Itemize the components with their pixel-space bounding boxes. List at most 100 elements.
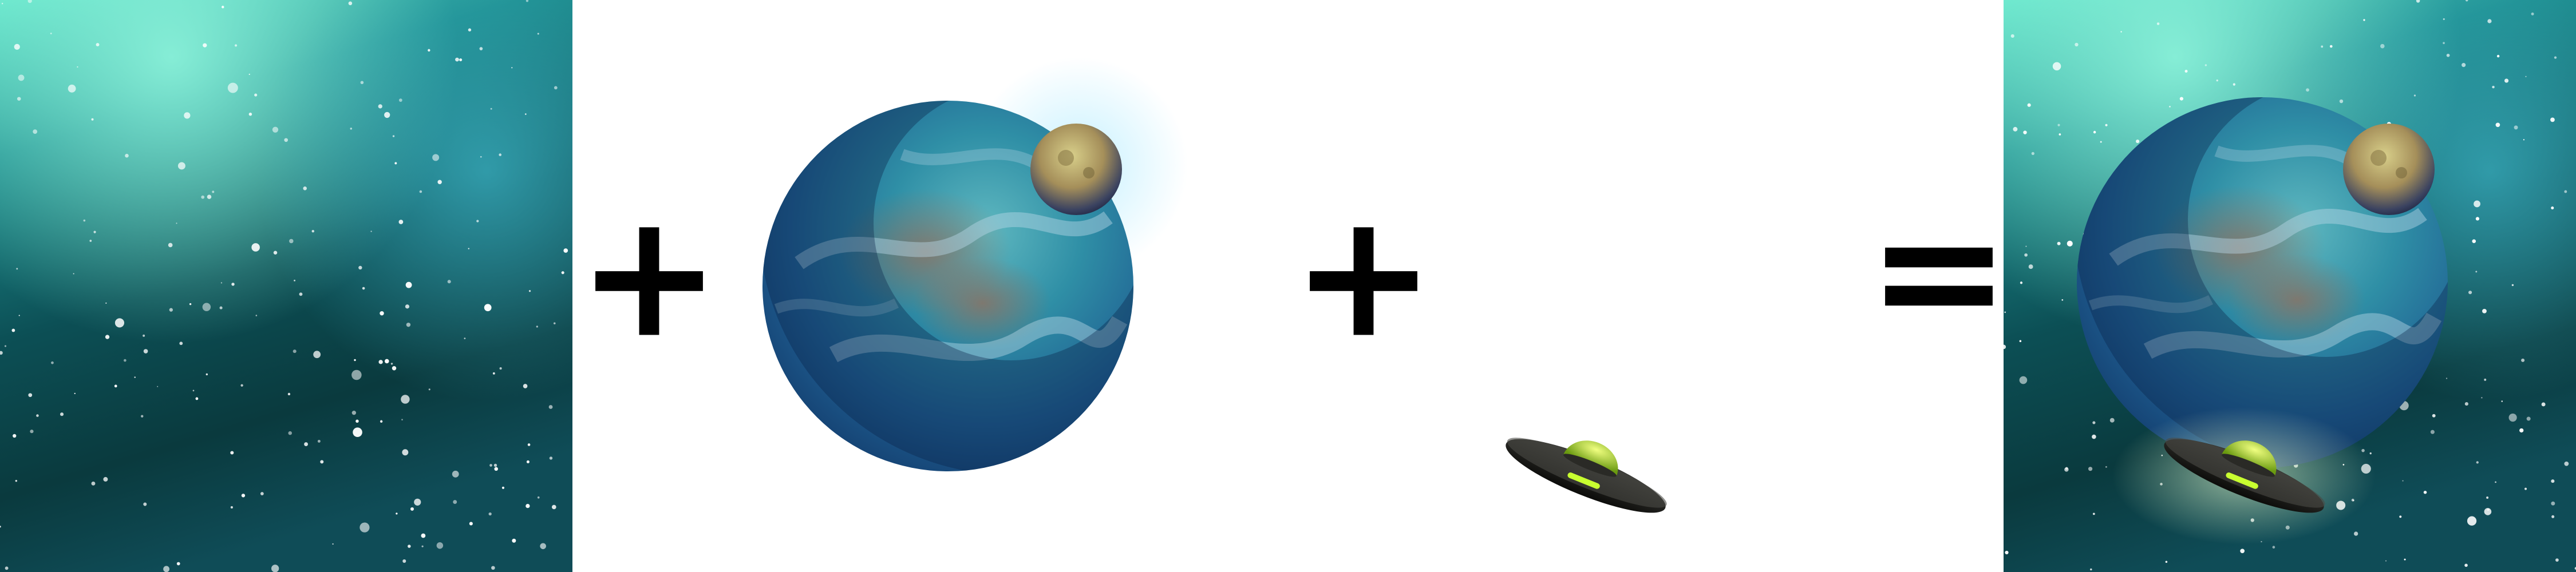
star	[2031, 152, 2034, 155]
star	[2495, 481, 2496, 483]
star	[2501, 400, 2503, 402]
star	[2468, 291, 2472, 295]
star	[206, 373, 208, 376]
star	[89, 240, 92, 242]
star	[2564, 190, 2567, 193]
star	[360, 81, 364, 85]
star	[2025, 245, 2027, 247]
star	[512, 538, 516, 543]
star	[2399, 515, 2402, 518]
star	[2443, 18, 2445, 20]
star	[2090, 568, 2092, 571]
star	[2550, 117, 2555, 122]
star	[50, 33, 52, 34]
star	[271, 565, 279, 572]
star	[2092, 434, 2096, 439]
star	[2402, 480, 2404, 482]
star	[2464, 402, 2468, 406]
star	[293, 349, 297, 353]
star	[2329, 45, 2333, 48]
star	[2481, 397, 2483, 399]
star	[2057, 124, 2060, 126]
star	[2551, 501, 2555, 506]
star	[2413, 94, 2416, 97]
star	[452, 470, 459, 478]
star	[189, 303, 192, 305]
star	[192, 390, 195, 392]
star	[168, 243, 173, 248]
star	[2092, 513, 2095, 515]
star	[526, 0, 529, 2]
star	[2484, 508, 2492, 515]
star	[362, 287, 365, 290]
star	[2010, 34, 2014, 38]
star	[289, 239, 294, 244]
star	[2472, 239, 2476, 244]
star	[561, 271, 564, 275]
star	[2551, 515, 2555, 518]
star	[488, 512, 492, 516]
star	[350, 128, 353, 130]
star	[2519, 428, 2524, 433]
result-composite	[2001, 0, 2576, 572]
star	[479, 47, 483, 50]
star	[220, 282, 223, 284]
star	[2475, 217, 2480, 221]
star	[230, 451, 234, 455]
star	[378, 104, 382, 109]
star	[2504, 78, 2509, 83]
star	[254, 93, 258, 97]
plus-sign: +	[1291, 176, 1435, 376]
star	[2492, 85, 2495, 89]
star	[405, 304, 410, 309]
star	[287, 392, 291, 396]
star	[540, 543, 546, 550]
star	[294, 279, 296, 281]
star	[2059, 133, 2061, 136]
star	[248, 112, 252, 116]
star	[380, 420, 383, 423]
star	[18, 315, 20, 316]
star	[16, 268, 18, 270]
star	[2369, 452, 2372, 455]
star	[93, 231, 96, 233]
star	[527, 443, 531, 446]
ufo-layer	[1499, 411, 1679, 526]
star	[96, 43, 100, 47]
star	[2554, 56, 2557, 59]
star	[2136, 140, 2140, 144]
star	[2474, 200, 2480, 208]
star	[421, 533, 426, 538]
star	[13, 434, 17, 438]
star	[91, 118, 94, 121]
star	[2109, 418, 2115, 423]
star	[202, 303, 211, 312]
star	[410, 507, 414, 511]
star	[358, 265, 362, 270]
star	[484, 304, 492, 312]
star	[2306, 88, 2309, 92]
star	[384, 359, 389, 364]
star	[501, 486, 505, 489]
star	[207, 194, 212, 199]
star	[2523, 139, 2525, 141]
star	[177, 162, 185, 170]
star	[2353, 531, 2358, 536]
star	[2156, 22, 2160, 25]
star	[537, 496, 540, 499]
star	[141, 415, 144, 418]
star	[105, 302, 107, 304]
star	[402, 449, 409, 456]
star	[18, 74, 25, 81]
star	[476, 220, 479, 223]
star	[143, 502, 147, 506]
star	[494, 467, 498, 471]
star	[392, 135, 395, 137]
space-background	[0, 0, 572, 572]
star	[428, 388, 430, 391]
star	[74, 392, 76, 394]
star	[2508, 413, 2517, 422]
star	[303, 186, 307, 190]
star	[304, 442, 309, 446]
star	[421, 545, 424, 547]
